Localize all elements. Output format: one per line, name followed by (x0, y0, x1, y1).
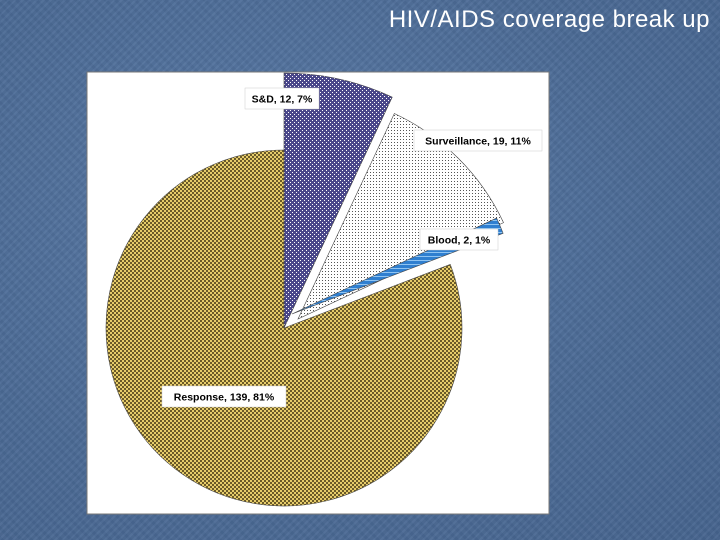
pie-slice-response (105, 149, 463, 507)
data-label-box (419, 228, 499, 251)
pie-slice-surveillance (297, 113, 504, 320)
data-label-surveillance: Surveillance, 19, 11% (413, 129, 543, 152)
data-label-blood: Blood, 2, 1% (419, 228, 499, 251)
data-label-box (413, 129, 543, 152)
data-label-text: S&D, 12, 7% (252, 94, 313, 106)
data-label-text: Surveillance, 19, 11% (425, 136, 531, 148)
data-label-text: Blood, 2, 1% (428, 235, 491, 247)
data-label-box (244, 87, 320, 110)
slide-title: HIV/AIDS coverage break up (388, 6, 710, 33)
data-label-text: Response, 139, 81% (174, 392, 275, 404)
data-label-box (161, 385, 287, 408)
pie-slice-s-d (283, 72, 393, 329)
data-label-response: Response, 139, 81% (161, 385, 287, 408)
data-label-s-d: S&D, 12, 7% (244, 87, 320, 110)
